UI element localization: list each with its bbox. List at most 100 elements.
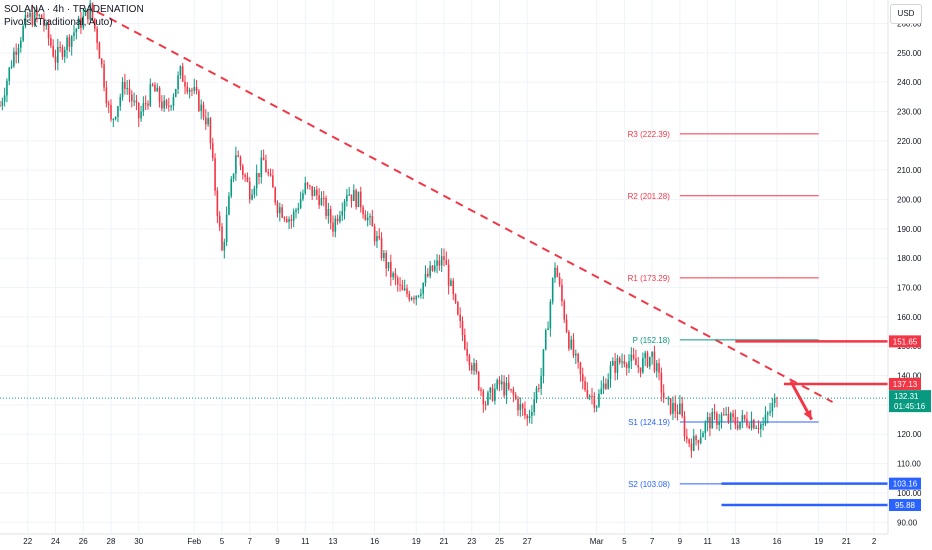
candle-body [205, 117, 207, 125]
candle-body [302, 193, 304, 200]
candle-body [639, 367, 642, 373]
candle [639, 367, 642, 378]
candle-body [105, 87, 108, 104]
candle-body [43, 18, 45, 26]
candle [642, 352, 644, 374]
candle [542, 349, 545, 384]
x-tick-label: 7 [248, 537, 253, 546]
candle [186, 82, 189, 95]
level-price-label: 103.16 [893, 480, 918, 489]
candle-body [697, 440, 700, 444]
candle-body [313, 189, 316, 196]
candle-body [54, 56, 57, 63]
candle [704, 420, 707, 441]
x-tick-label: 21 [440, 537, 449, 546]
candle-body [142, 103, 145, 112]
candle-body [716, 413, 718, 425]
candle [526, 413, 529, 426]
candle-body [336, 218, 339, 222]
candle-body [704, 422, 707, 433]
candle-body [348, 194, 350, 196]
candle [179, 65, 182, 80]
candle-body [316, 189, 318, 196]
candle-body [3, 95, 6, 102]
time-axis[interactable]: 22 24 26 28 30 Feb 5 7 9 11 13 16 19 21 23 25 27 Mar 5 7 9 11… [0, 533, 888, 546]
candle [510, 388, 512, 393]
candle [17, 43, 20, 64]
y-tick-label: 110.00 [897, 460, 921, 469]
candle [417, 295, 420, 298]
candle-body [593, 395, 596, 408]
candle [385, 250, 387, 277]
candle [184, 75, 186, 95]
candle-body [699, 437, 702, 444]
candle-body [80, 18, 82, 28]
candle-body [702, 432, 704, 438]
level-price-tag [889, 499, 921, 512]
candle-body [285, 218, 288, 222]
candle-body [563, 301, 566, 320]
price-axis[interactable]: 260.00250.00240.00230.00220.00210.00200.… [887, 0, 932, 550]
candle-body [547, 328, 549, 331]
x-tick-label: 21 [842, 537, 851, 546]
candle-body [214, 158, 216, 191]
candle-body [45, 23, 48, 26]
candle-body [262, 157, 265, 161]
candle [63, 46, 66, 63]
candle-body [29, 12, 31, 17]
candle-body [521, 404, 524, 409]
candle [325, 195, 327, 220]
candle-body [674, 403, 677, 412]
currency-button[interactable]: USD [890, 4, 922, 24]
candle-body [387, 262, 390, 269]
candle [332, 215, 334, 237]
candle [635, 349, 637, 366]
candle [630, 347, 633, 370]
candle-body [207, 118, 209, 125]
x-tick-label: 9 [678, 537, 683, 546]
candle [429, 260, 431, 279]
candle [632, 347, 635, 361]
y-tick-label: 180.00 [897, 254, 922, 263]
candle-body [253, 188, 256, 195]
candle-body [628, 361, 630, 368]
candle-body [103, 64, 105, 88]
candle [480, 387, 482, 397]
candle-body [96, 28, 98, 43]
candle [103, 60, 105, 92]
candle-body [669, 398, 672, 414]
candle [137, 102, 140, 127]
candle-body [642, 358, 644, 373]
candle-body [20, 40, 22, 48]
candle [637, 356, 640, 374]
candle-body [107, 103, 110, 105]
candle [140, 105, 142, 122]
candle-body [346, 195, 348, 202]
candle [380, 232, 383, 261]
candle-body [494, 388, 496, 401]
candle [750, 411, 753, 431]
candle-body [390, 262, 392, 278]
candle-body [364, 214, 367, 221]
candle-body [334, 218, 337, 232]
candle [468, 353, 471, 371]
indicator-label[interactable]: Pivots (Traditional, Auto) [4, 17, 113, 28]
candle [709, 412, 711, 437]
candle [563, 299, 566, 323]
candle-body [586, 389, 589, 398]
x-tick-label: 28 [107, 537, 116, 546]
candle [366, 211, 369, 227]
candle-body [246, 176, 249, 182]
x-tick-label: 27 [523, 537, 532, 546]
candle [346, 188, 348, 207]
candle-body [461, 321, 464, 335]
countdown-label: 01:45:16 [894, 402, 926, 411]
candle-body [570, 339, 572, 349]
candle [766, 411, 769, 424]
candle-body [438, 260, 441, 266]
candle [729, 411, 732, 430]
candle-body [720, 414, 723, 422]
candle-body [773, 397, 776, 404]
candle [218, 211, 221, 232]
